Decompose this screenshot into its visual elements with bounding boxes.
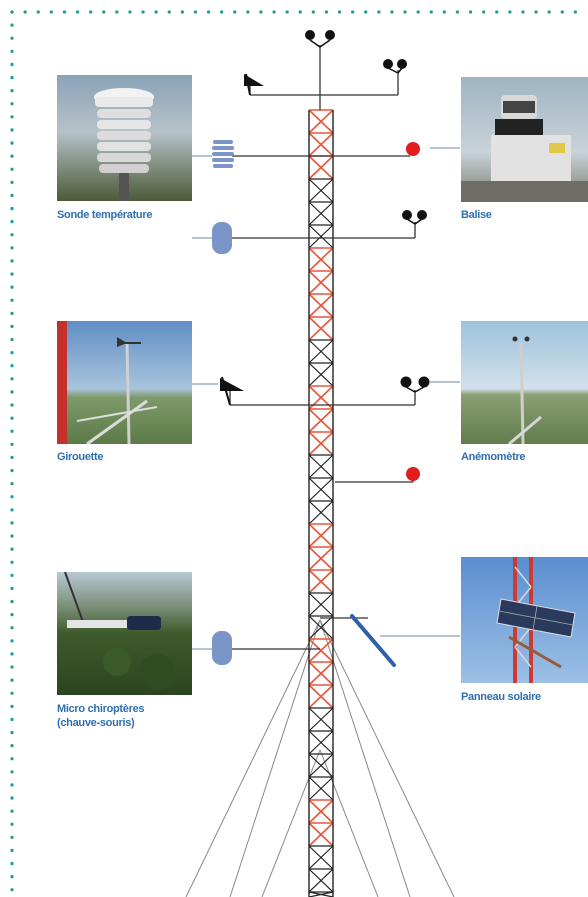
mast-segment-brace — [308, 270, 334, 295]
mast-segment-brace — [308, 523, 334, 548]
mast-segment-brace — [308, 454, 334, 479]
mast-segment-brace — [308, 339, 334, 364]
mast-segment-brace — [308, 822, 334, 847]
temperature-probe-icon — [212, 140, 234, 168]
bat-microphone-photo — [57, 572, 192, 695]
mast-segment-brace — [308, 615, 334, 640]
mast-segment-brace — [308, 316, 334, 341]
solar-panel-icon — [350, 614, 396, 667]
temperature-caption: Sonde température — [57, 209, 153, 221]
solar-panel-photo — [461, 557, 588, 683]
wind-vane-icon — [220, 376, 244, 406]
mast-segment-brace — [308, 753, 334, 778]
top-wind-vane-icon — [244, 73, 264, 96]
wind-vane-photo — [57, 321, 192, 444]
mast-segment-brace — [308, 776, 334, 801]
mast-segment-brace — [308, 868, 334, 893]
beacon-light-icon — [406, 142, 420, 156]
dotted-border — [10, 10, 588, 897]
bat-microphone-caption-line1: Micro chiroptères — [57, 703, 145, 715]
top-right-anemometer-icon — [383, 59, 407, 74]
mast-segment-brace — [308, 592, 334, 617]
mast-segment-brace — [308, 362, 334, 387]
mast-segment-brace — [308, 845, 334, 870]
top-boom — [249, 45, 399, 110]
level-4-boom — [335, 475, 414, 483]
mast-segment-brace — [308, 109, 334, 134]
bat-microphone-caption: Micro chiroptères (chauve-souris) — [57, 702, 145, 730]
mast-segment-brace — [308, 891, 334, 897]
wind-vane-caption: Girouette — [57, 451, 104, 463]
temperature-boom — [192, 147, 460, 157]
mast-segment-brace — [308, 408, 334, 433]
beacon-caption: Balise — [461, 209, 492, 221]
mast-segment-brace — [308, 500, 334, 525]
mast-segment-brace — [308, 477, 334, 502]
mast-segment-brace — [308, 707, 334, 732]
level-2-sensor-icon — [212, 222, 232, 254]
mast-segment-brace — [308, 730, 334, 755]
mast-segment-brace — [308, 132, 334, 157]
mast-segment-brace — [308, 546, 334, 571]
anemometer-photo — [461, 321, 588, 444]
beacon-photo — [461, 77, 588, 202]
mast-segment-brace — [308, 293, 334, 318]
mast-segment-brace — [308, 178, 334, 203]
mast-segment-brace — [308, 661, 334, 686]
anemometer-cups-icon — [400, 376, 430, 393]
mast-segment-brace — [308, 684, 334, 709]
mast-segment-brace — [308, 155, 334, 180]
level-2-anemometer-icon — [402, 210, 427, 225]
mast-segment-brace — [308, 431, 334, 456]
mast-segment-brace — [308, 224, 334, 249]
level-3-boom — [229, 390, 416, 406]
mast-segment-brace — [308, 799, 334, 824]
mast-segment-brace — [308, 201, 334, 226]
mast-segment-brace — [308, 569, 334, 594]
bat-microphone-icon — [212, 631, 232, 665]
level-2-boom — [230, 222, 416, 239]
temperature-probe-photo — [57, 75, 192, 201]
level-4-beacon-icon — [406, 467, 420, 481]
lattice-mast — [308, 109, 334, 897]
bat-microphone-caption-line2: (chauve-souris) — [57, 717, 135, 729]
mast-segment-brace — [308, 247, 334, 272]
solar-panel-caption: Panneau solaire — [461, 691, 541, 703]
solar-boom — [320, 617, 460, 637]
mast-segment-brace — [308, 638, 334, 663]
anemometer-caption: Anémomètre — [461, 451, 526, 463]
top-anemometer-icon — [305, 30, 335, 48]
